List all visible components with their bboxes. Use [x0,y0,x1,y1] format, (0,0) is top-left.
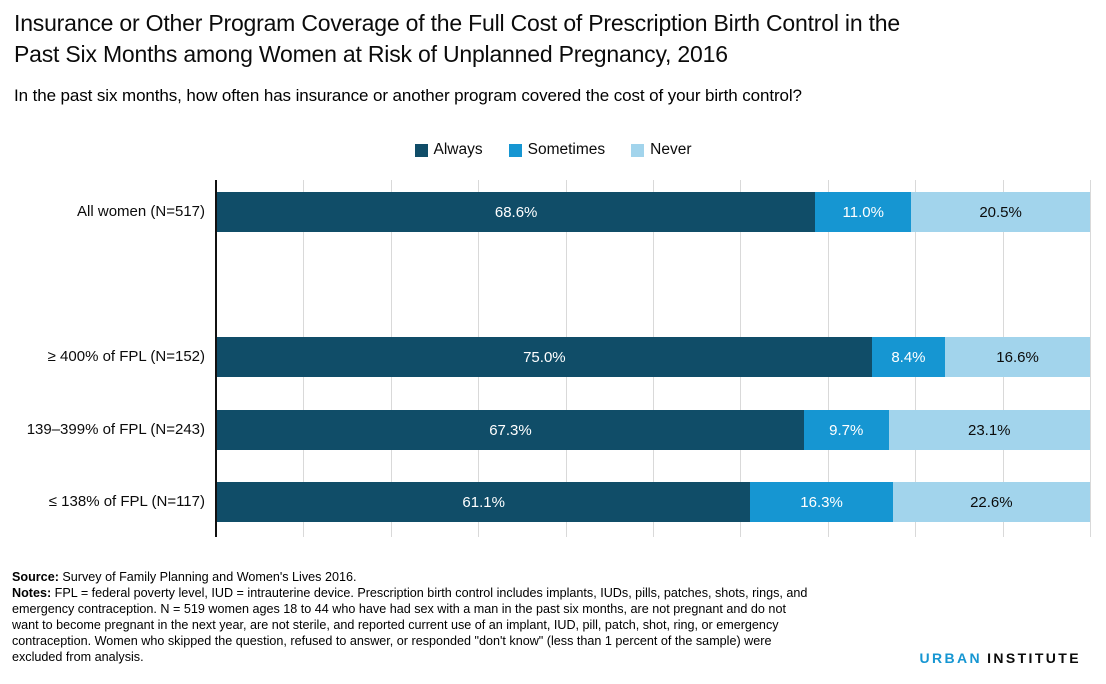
bar-segment-never: 20.5% [911,192,1090,232]
bar-value-label: 68.6% [494,203,538,221]
chart-title: Insurance or Other Program Coverage of t… [14,8,1099,70]
bar-value-label: 16.3% [800,493,843,511]
bar-segment-sometimes: 11.0% [815,192,912,232]
legend-color-swatch-sometimes [508,143,522,157]
bar-value-label: 22.6% [970,493,1013,511]
bar-row: 67.3% 9.7% 23.1% [217,410,1090,450]
bar-value-label: 11.0% [842,203,884,221]
bar-segment-never: 16.6% [945,337,1090,377]
bar-segment-sometimes: 8.4% [871,337,946,377]
bar-value-label: 20.5% [979,203,1022,221]
bar-value-label: 8.4% [891,348,926,366]
source-text: Survey of Family Planning and Women's Li… [58,570,357,584]
bar-value-label: 61.1% [462,493,505,511]
bar-value-label: 75.0% [523,348,566,366]
bar-segment-never: 22.6% [892,482,1090,522]
legend-color-swatch-always [414,143,428,157]
chart-title-line-1: Insurance or Other Program Coverage of t… [14,10,900,36]
footnotes: Source: Survey of Family Planning and Wo… [12,570,812,666]
bar-segment-always: 75.0% [217,337,872,377]
category-label: 139–399% of FPL (N=243) [26,421,205,438]
bar-segment-never: 23.1% [888,410,1090,450]
notes-label: Notes: [12,585,52,600]
y-axis-line [215,180,217,537]
legend-label: Sometimes [527,141,606,158]
bar-segment-sometimes: 16.3% [750,482,893,522]
bar-segment-sometimes: 9.7% [803,410,889,450]
bar-row: 68.6% 11.0% 20.5% [217,192,1090,232]
legend-item-always: Always [414,141,483,159]
logo-urban-text: URBAN [919,650,983,666]
bar-value-label: 16.6% [996,348,1039,366]
bar-value-label: 9.7% [829,421,864,439]
bar-segment-always: 68.6% [217,192,816,232]
legend-label: Always [433,141,483,158]
notes-text: FPL = federal poverty level, IUD = intra… [12,585,808,664]
source-line: Source: Survey of Family Planning and Wo… [12,570,812,586]
legend-label: Never [650,141,692,158]
bar-row: 75.0% 8.4% 16.6% [217,337,1090,377]
source-label: Source: [12,570,59,584]
category-label: All women (N=517) [77,203,205,220]
bar-row: 61.1% 16.3% 22.6% [217,482,1090,522]
chart-title-line-2: Past Six Months among Women at Risk of U… [14,41,728,67]
logo-institute-text: INSTITUTE [987,650,1081,666]
bar-value-label: 67.3% [489,421,532,439]
legend-item-never: Never [631,141,692,159]
notes-line: Notes: FPL = federal poverty level, IUD … [12,586,812,666]
bar-value-label: 23.1% [967,421,1011,439]
legend-color-swatch-never [631,143,645,157]
bar-segment-always: 61.1% [217,482,751,522]
legend-item-sometimes: Sometimes [508,141,606,159]
legend: Always Sometimes Never [0,141,1106,159]
category-label: ≤ 138% of FPL (N=117) [48,493,205,510]
gridline [1090,180,1091,537]
bar-segment-always: 67.3% [217,410,804,450]
urban-institute-logo: URBAN INSTITUTE [920,650,1082,666]
chart-subtitle: In the past six months, how often has in… [14,86,802,105]
category-label: ≥ 400% of FPL (N=152) [47,348,205,365]
